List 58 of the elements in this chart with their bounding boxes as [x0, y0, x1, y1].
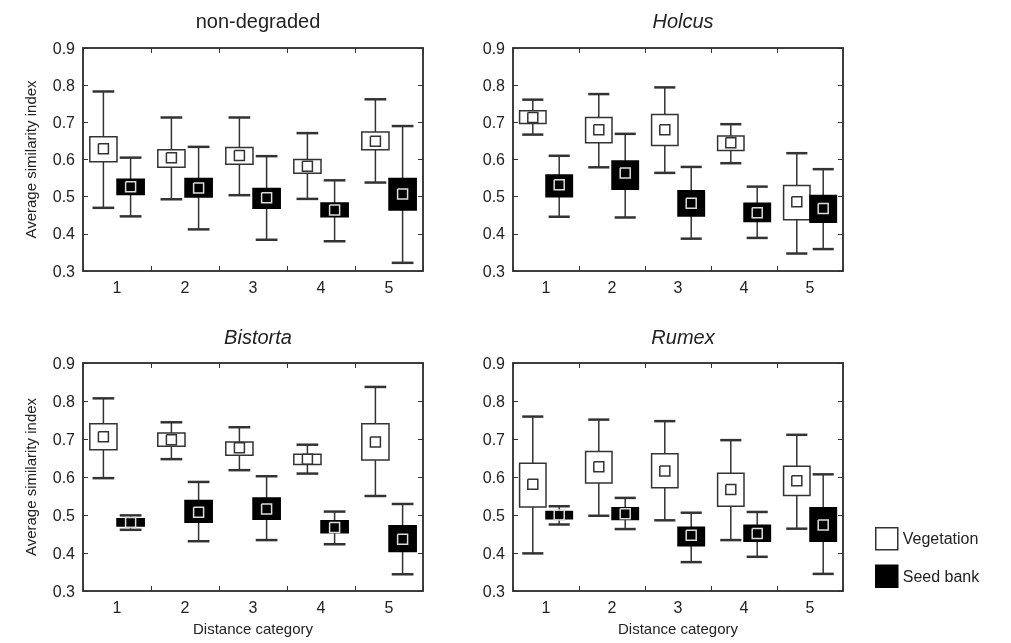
y-tick-label: 0.4 — [52, 544, 76, 562]
y-tick-label: 0.8 — [482, 392, 506, 410]
y-tick-label: 0.5 — [52, 188, 76, 206]
x-tick-label: 2 — [180, 278, 190, 296]
x-tick-label: 1 — [112, 278, 122, 296]
y-tick-label: 0.9 — [482, 39, 506, 57]
legend-label: Seed bank — [902, 567, 981, 585]
y-tick-label: 0.5 — [482, 506, 506, 524]
chart-title: non-degraded — [195, 10, 321, 32]
y-axis-title: Average similarity index — [22, 79, 39, 239]
y-tick-label: 0.9 — [52, 39, 76, 57]
x-tick-label: 1 — [541, 278, 551, 296]
x-tick-label: 4 — [316, 278, 326, 296]
y-tick-label: 0.7 — [482, 430, 506, 448]
y-tick-label: 0.7 — [482, 113, 506, 131]
y-tick-label: 0.5 — [482, 188, 506, 206]
y-tick-label: 0.3 — [52, 262, 76, 280]
y-tick-label: 0.8 — [52, 76, 76, 94]
y-tick-label: 0.6 — [52, 151, 76, 168]
chart-title: Holcus — [652, 10, 714, 32]
y-tick-label: 0.3 — [482, 262, 506, 280]
x-tick-label: 4 — [739, 278, 749, 296]
y-tick-label: 0.4 — [482, 225, 506, 243]
y-tick-label: 0.8 — [52, 392, 76, 410]
y-tick-label: 0.7 — [52, 430, 76, 448]
y-tick-label: 0.9 — [52, 354, 76, 372]
y-axis-title: Average similarity index — [22, 397, 39, 557]
x-tick-label: 3 — [248, 598, 258, 616]
y-tick-label: 0.4 — [482, 544, 506, 562]
x-tick-label: 3 — [673, 598, 683, 616]
x-tick-label: 2 — [607, 278, 617, 296]
x-tick-label: 1 — [112, 598, 122, 616]
x-axis-title: Distance category — [192, 620, 314, 637]
y-tick-label: 0.6 — [482, 151, 506, 168]
y-tick-label: 0.6 — [482, 468, 506, 486]
x-tick-label: 3 — [673, 278, 683, 296]
y-tick-label: 0.3 — [52, 582, 76, 600]
x-tick-label: 3 — [248, 278, 258, 296]
x-tick-label: 5 — [805, 598, 815, 616]
x-tick-label: 5 — [384, 598, 394, 616]
y-tick-label: 0.9 — [482, 354, 506, 372]
legend-label: Vegetation — [902, 530, 979, 548]
y-tick-label: 0.6 — [52, 468, 76, 486]
x-tick-label: 2 — [180, 598, 190, 616]
chart-title: Bistorta — [224, 326, 292, 348]
x-tick-label: 5 — [384, 278, 394, 296]
y-tick-label: 0.5 — [52, 506, 76, 524]
y-tick-label: 0.7 — [52, 113, 76, 131]
y-tick-label: 0.4 — [52, 225, 76, 243]
x-tick-label: 5 — [805, 278, 815, 296]
x-tick-label: 4 — [316, 598, 326, 616]
chart-title: Rumex — [651, 326, 716, 348]
x-axis-title: Distance category — [617, 620, 739, 637]
x-tick-label: 1 — [541, 598, 551, 616]
y-tick-label: 0.3 — [482, 582, 506, 600]
y-tick-label: 0.8 — [482, 76, 506, 94]
x-tick-label: 2 — [607, 598, 617, 616]
x-tick-label: 4 — [739, 598, 749, 616]
